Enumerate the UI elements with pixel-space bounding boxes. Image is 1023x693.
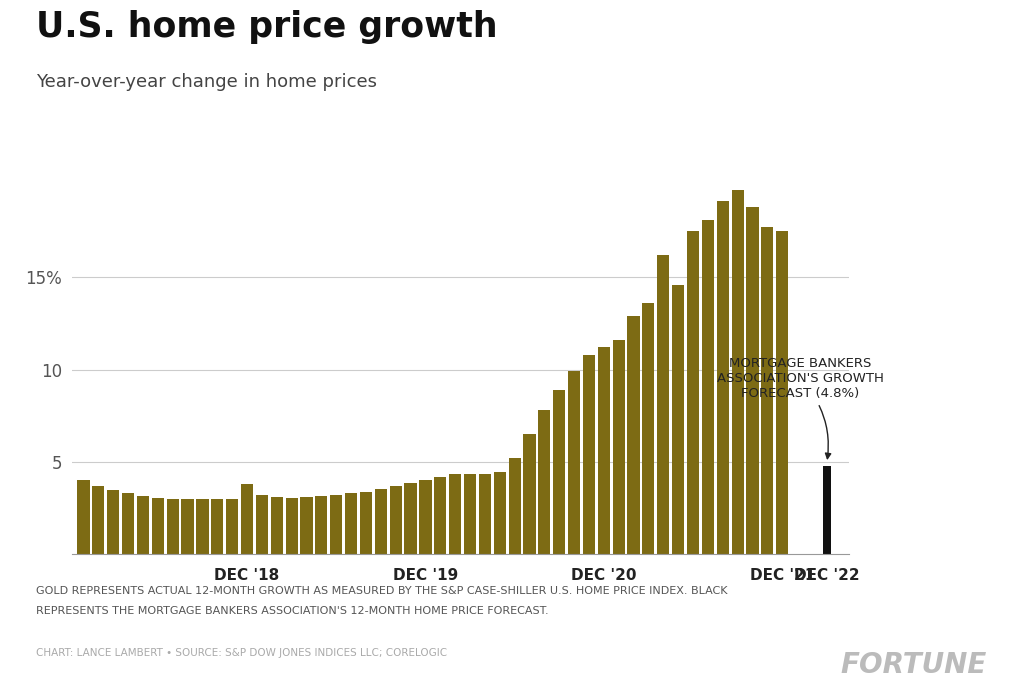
Text: MORTGAGE BANKERS
ASSOCIATION'S GROWTH
FORECAST (4.8%): MORTGAGE BANKERS ASSOCIATION'S GROWTH FO… [716,358,884,459]
Bar [672,285,684,554]
Bar [226,499,238,554]
Bar [137,496,149,554]
Bar [78,480,90,554]
Bar [419,480,432,554]
Bar [568,371,580,554]
Bar [776,231,789,554]
Bar [613,340,625,554]
Bar [702,220,714,554]
Text: CHART: LANCE LAMBERT • SOURCE: S&P DOW JONES INDICES LLC; CORELOGIC: CHART: LANCE LAMBERT • SOURCE: S&P DOW J… [36,648,447,658]
Bar [330,495,343,554]
Bar [285,498,298,554]
Bar [463,474,476,554]
Bar [271,497,282,554]
Bar [404,483,416,554]
Bar [345,493,357,554]
Bar [315,496,327,554]
Bar [181,499,193,554]
Bar [717,202,728,554]
Bar [686,231,699,554]
Bar [449,474,461,554]
Bar [731,191,744,554]
Bar [583,355,595,554]
Bar [256,495,268,554]
Text: FORTUNE: FORTUNE [841,651,987,679]
Bar [538,410,550,554]
Bar [122,493,134,554]
Bar [301,497,313,554]
Bar [167,499,179,554]
Text: U.S. home price growth: U.S. home price growth [36,10,497,44]
Bar [761,227,773,554]
Bar [553,390,566,554]
Text: REPRESENTS THE MORTGAGE BANKERS ASSOCIATION'S 12-MONTH HOME PRICE FORECAST.: REPRESENTS THE MORTGAGE BANKERS ASSOCIAT… [36,606,548,616]
Bar [390,486,402,554]
Bar [657,255,669,554]
Bar [374,489,387,554]
Bar [92,486,104,554]
Bar [642,303,655,554]
Bar [151,498,164,554]
Bar [360,491,372,554]
Bar [747,207,759,554]
Bar [524,435,536,554]
Text: Year-over-year change in home prices: Year-over-year change in home prices [36,73,376,91]
Text: GOLD REPRESENTS ACTUAL 12-MONTH GROWTH AS MEASURED BY THE S&P CASE-SHILLER U.S. : GOLD REPRESENTS ACTUAL 12-MONTH GROWTH A… [36,586,727,595]
Bar [107,490,120,554]
Bar [434,477,446,554]
Bar [196,499,209,554]
Bar [494,472,505,554]
Bar [822,466,831,554]
Bar [627,316,639,554]
Bar [508,458,521,554]
Bar [597,347,610,554]
Bar [211,499,223,554]
Bar [479,474,491,554]
Bar [241,484,253,554]
